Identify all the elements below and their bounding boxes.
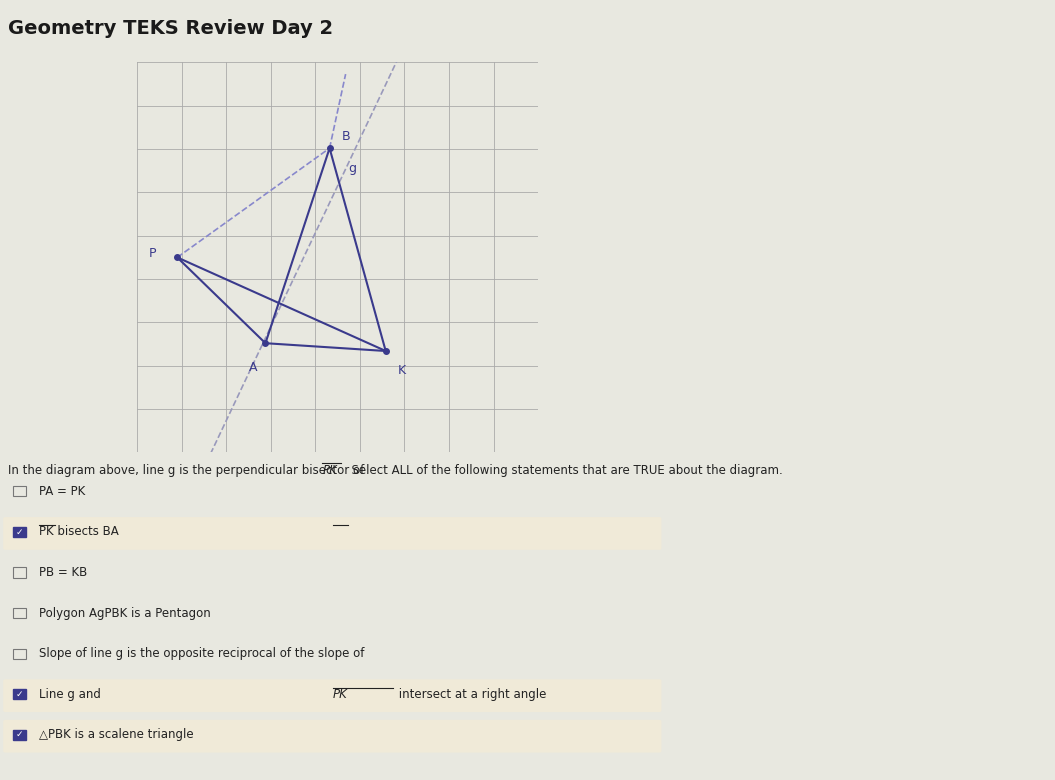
Text: g: g xyxy=(348,162,357,176)
Text: ✓: ✓ xyxy=(16,690,23,699)
Text: PA = PK: PA = PK xyxy=(39,485,85,498)
Text: ✓: ✓ xyxy=(16,527,23,537)
Text: K: K xyxy=(398,364,406,378)
Text: Slope of line g is the opposite reciprocal of the slope of: Slope of line g is the opposite reciproc… xyxy=(39,647,368,660)
Text: B: B xyxy=(342,130,350,144)
Text: PK: PK xyxy=(323,464,338,477)
Text: P: P xyxy=(149,247,157,261)
Text: △PBK is a scalene triangle: △PBK is a scalene triangle xyxy=(39,729,194,741)
Text: ✓: ✓ xyxy=(16,730,23,739)
Text: Select ALL of the following statements that are TRUE about the diagram.: Select ALL of the following statements t… xyxy=(344,464,782,477)
Text: PK bisects BA: PK bisects BA xyxy=(39,526,119,538)
Text: Polygon AgPBK is a Pentagon: Polygon AgPBK is a Pentagon xyxy=(39,607,211,619)
Text: A: A xyxy=(249,360,257,374)
Text: PB = KB: PB = KB xyxy=(39,566,88,579)
Text: PK: PK xyxy=(332,688,347,700)
Text: Line g and: Line g and xyxy=(39,688,104,700)
Text: Geometry TEKS Review Day 2: Geometry TEKS Review Day 2 xyxy=(8,20,333,38)
Text: intersect at a right angle: intersect at a right angle xyxy=(395,688,546,700)
Text: In the diagram above, line g is the perpendicular bisector of: In the diagram above, line g is the perp… xyxy=(8,464,368,477)
